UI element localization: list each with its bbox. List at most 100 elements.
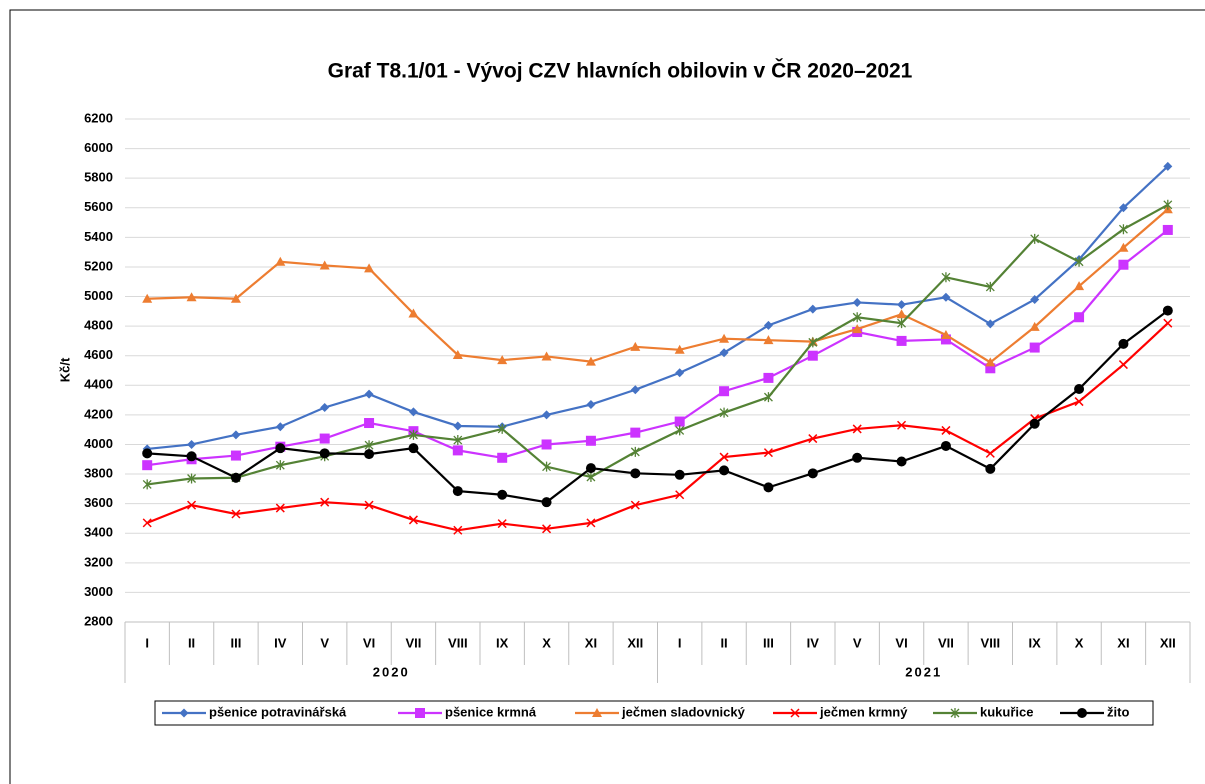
marker xyxy=(585,463,596,474)
marker xyxy=(453,525,463,535)
marker xyxy=(497,489,508,500)
marker xyxy=(1118,203,1128,213)
x-tick-label: X xyxy=(542,635,551,650)
marker xyxy=(940,329,951,339)
marker xyxy=(630,468,641,479)
x-tick-label: VII xyxy=(405,635,421,650)
marker xyxy=(985,281,995,292)
marker xyxy=(719,452,729,462)
marker xyxy=(542,524,552,534)
y-tick-label: 3400 xyxy=(84,525,113,540)
marker xyxy=(230,472,241,483)
series-line xyxy=(146,322,1169,532)
x-tick-label: X xyxy=(1075,635,1084,650)
marker xyxy=(275,256,286,266)
marker xyxy=(1162,305,1173,316)
x-tick-label: II xyxy=(188,635,195,650)
y-tick-label: 5400 xyxy=(84,229,113,244)
marker xyxy=(585,435,596,446)
x-tick-label: VI xyxy=(363,635,375,650)
marker xyxy=(852,312,862,323)
marker xyxy=(1118,360,1128,370)
marker xyxy=(675,425,685,436)
marker xyxy=(852,424,862,434)
marker xyxy=(941,292,951,302)
marker xyxy=(950,708,960,718)
marker xyxy=(275,443,286,454)
marker xyxy=(586,472,596,483)
marker xyxy=(364,418,375,429)
x-tick-label: IX xyxy=(496,635,509,650)
y-tick-label: 5600 xyxy=(84,199,113,214)
marker xyxy=(592,708,602,717)
x-tick-label: XI xyxy=(1117,635,1129,650)
y-tick-label: 2800 xyxy=(84,613,113,628)
y-tick-label: 5200 xyxy=(84,258,113,273)
x-tick-label: I xyxy=(145,635,149,650)
marker xyxy=(896,335,907,346)
marker xyxy=(852,324,863,334)
marker xyxy=(896,456,907,467)
marker xyxy=(1118,242,1129,252)
marker xyxy=(985,448,995,458)
y-tick-label: 3800 xyxy=(84,465,113,480)
y-tick-label: 5000 xyxy=(84,288,113,303)
series-line xyxy=(147,203,1169,486)
marker xyxy=(674,469,685,480)
marker xyxy=(985,463,996,474)
marker xyxy=(1163,318,1173,328)
marker xyxy=(542,461,552,472)
marker xyxy=(852,452,863,463)
marker xyxy=(1030,294,1040,304)
marker xyxy=(408,429,418,440)
x-tick-label: XII xyxy=(1160,635,1176,650)
y-tick-label: 3000 xyxy=(84,584,113,599)
marker xyxy=(541,351,552,361)
marker xyxy=(719,407,729,418)
x-tick-label: VIII xyxy=(448,635,468,650)
marker xyxy=(763,392,773,403)
y-tick-label: 5800 xyxy=(84,170,113,185)
marker xyxy=(585,356,596,366)
marker xyxy=(586,400,596,410)
marker xyxy=(896,309,907,319)
marker xyxy=(364,263,375,273)
chart-border xyxy=(9,9,1205,784)
marker xyxy=(674,416,685,427)
marker xyxy=(364,440,374,451)
marker xyxy=(187,473,197,484)
marker xyxy=(763,482,774,493)
marker xyxy=(719,386,730,397)
marker xyxy=(897,420,907,430)
marker xyxy=(142,460,153,471)
marker xyxy=(630,341,641,351)
marker xyxy=(319,260,330,270)
marker xyxy=(275,422,285,432)
chart-title: Graf T8.1/01 - Vývoj CZV hlavních obilov… xyxy=(328,59,913,83)
marker xyxy=(142,479,152,490)
x-tick-label: II xyxy=(720,635,727,650)
marker xyxy=(675,490,685,500)
x-tick-label: V xyxy=(853,635,862,650)
marker xyxy=(408,308,419,318)
marker xyxy=(985,357,996,367)
marker xyxy=(897,318,907,329)
marker xyxy=(630,500,640,510)
marker xyxy=(763,448,773,458)
marker xyxy=(674,344,685,354)
x-tick-label: III xyxy=(763,635,774,650)
marker xyxy=(179,708,189,718)
marker xyxy=(1074,281,1085,291)
marker xyxy=(719,465,730,476)
marker xyxy=(1029,418,1040,429)
y-axis-label: Kč/t xyxy=(57,357,72,382)
marker xyxy=(808,434,818,444)
marker xyxy=(586,518,596,528)
marker xyxy=(1074,383,1085,394)
x-tick-label: IV xyxy=(807,635,820,650)
marker xyxy=(1118,338,1129,349)
marker xyxy=(1162,224,1173,235)
marker xyxy=(497,452,508,463)
y-tick-label: 4000 xyxy=(84,436,113,451)
marker xyxy=(940,440,951,451)
